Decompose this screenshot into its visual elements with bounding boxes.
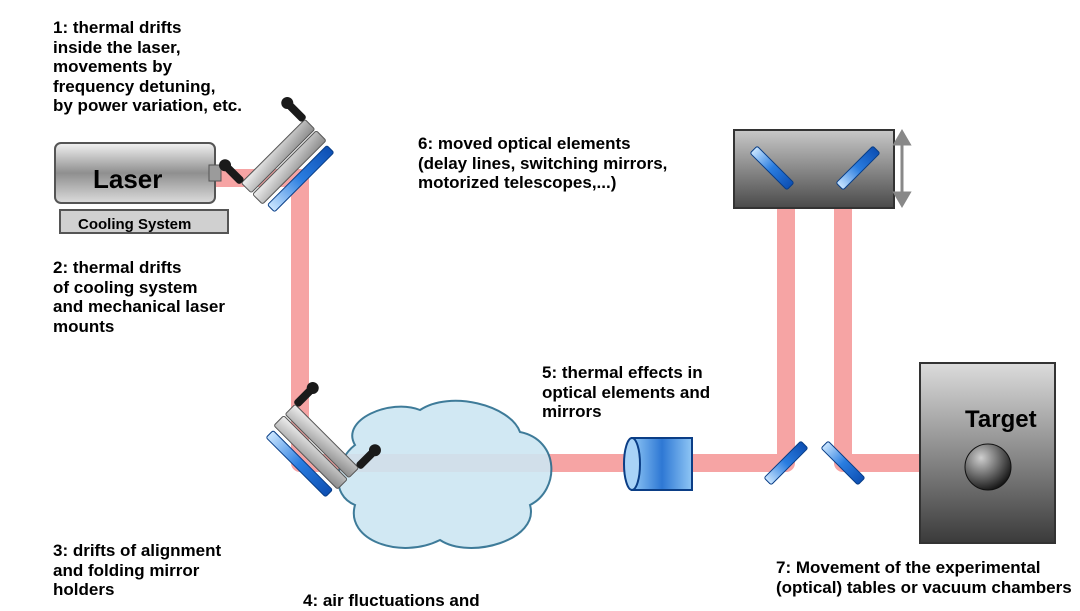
label-5: 5: thermal effects in optical elements a… <box>542 363 710 422</box>
label-4: 4: air fluctuations and temperature grad… <box>303 591 483 611</box>
delay-line-box-icon <box>734 130 894 208</box>
target-label: Target <box>965 406 1037 434</box>
motion-arrow-icon <box>895 132 909 205</box>
lens-icon <box>624 438 692 490</box>
label-6: 6: moved optical elements (delay lines, … <box>418 134 667 193</box>
label-7: 7: Movement of the experimental (optical… <box>776 558 1072 597</box>
air-cloud-icon <box>338 401 551 548</box>
cooling-label: Cooling System <box>78 216 191 233</box>
label-1: 1: thermal drifts inside the laser, move… <box>53 18 242 116</box>
target-box-icon <box>920 363 1055 543</box>
label-3: 3: drifts of alignment and folding mirro… <box>53 541 221 600</box>
label-2: 2: thermal drifts of cooling system and … <box>53 258 225 336</box>
laser-label: Laser <box>93 165 162 195</box>
